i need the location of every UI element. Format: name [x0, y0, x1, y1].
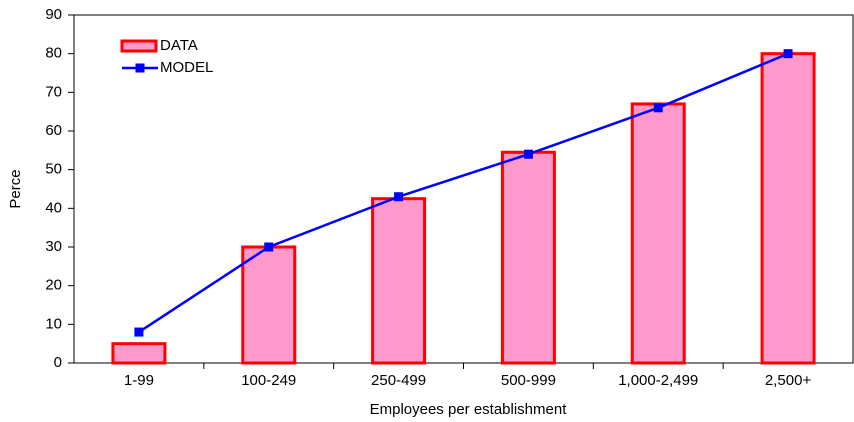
- bar: [760, 52, 816, 365]
- x-tick-label: 1,000-2,499: [618, 372, 698, 389]
- y-tick-label: 10: [45, 315, 62, 332]
- marker: [394, 192, 404, 202]
- marker: [523, 149, 533, 159]
- legend-label: DATA: [160, 37, 198, 54]
- y-axis-label: Perce: [7, 169, 24, 208]
- marker: [134, 327, 144, 337]
- x-tick-label: 500-999: [501, 372, 556, 389]
- y-tick-label: 90: [45, 6, 62, 23]
- bar: [371, 197, 427, 365]
- legend-swatch: [120, 39, 158, 53]
- y-tick-label: 40: [45, 199, 62, 216]
- marker: [653, 103, 663, 113]
- y-tick-label: 80: [45, 45, 62, 62]
- x-tick-label: 100-249: [241, 372, 296, 389]
- legend-swatch: [135, 63, 145, 73]
- bar: [111, 342, 167, 365]
- bar: [500, 150, 556, 365]
- bar: [630, 102, 686, 365]
- y-tick-label: 70: [45, 83, 62, 100]
- y-tick-label: 30: [45, 238, 62, 255]
- y-tick-label: 60: [45, 122, 62, 139]
- y-tick-label: 50: [45, 161, 62, 178]
- y-tick-label: 0: [54, 354, 62, 371]
- marker: [783, 49, 793, 59]
- bar: [241, 245, 297, 365]
- legend-label: MODEL: [160, 59, 213, 76]
- line: [138, 52, 789, 334]
- x-axis-label: Employees per establishment: [370, 401, 568, 418]
- x-tick-label: 1-99: [124, 372, 154, 389]
- y-tick-label: 20: [45, 277, 62, 294]
- x-tick-label: 2,500+: [765, 372, 812, 389]
- x-tick-label: 250-499: [371, 372, 426, 389]
- marker: [264, 242, 274, 252]
